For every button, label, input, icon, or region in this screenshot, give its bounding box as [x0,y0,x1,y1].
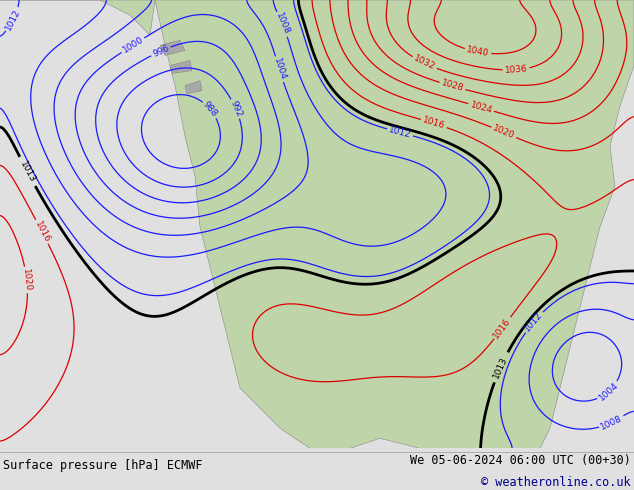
Text: 1016: 1016 [422,116,446,131]
Polygon shape [170,60,192,74]
Text: 1020: 1020 [491,124,516,141]
Polygon shape [0,0,155,35]
Text: 1028: 1028 [440,79,465,94]
Text: Surface pressure [hPa] ECMWF: Surface pressure [hPa] ECMWF [3,459,203,472]
Text: 1004: 1004 [271,57,287,81]
Text: 1004: 1004 [597,381,620,402]
Text: We 05-06-2024 06:00 UTC (00+30): We 05-06-2024 06:00 UTC (00+30) [410,454,631,466]
Text: 1040: 1040 [466,45,490,58]
Text: 1013: 1013 [492,355,510,379]
Polygon shape [160,40,185,55]
Text: 1012: 1012 [523,310,545,334]
Text: 1013: 1013 [18,159,37,184]
Text: 992: 992 [228,99,243,119]
Text: 1000: 1000 [121,35,145,55]
Text: © weatheronline.co.uk: © weatheronline.co.uk [481,476,631,489]
Text: 1012: 1012 [388,125,412,140]
Polygon shape [185,80,202,94]
Text: 1016: 1016 [33,220,51,244]
Text: 1008: 1008 [599,414,624,431]
Text: 988: 988 [202,100,219,119]
Text: 1016: 1016 [492,316,513,340]
Text: 1012: 1012 [4,7,22,32]
Text: 1008: 1008 [274,12,291,36]
Polygon shape [155,0,634,448]
Text: 1020: 1020 [21,268,32,292]
Text: 1032: 1032 [412,54,437,72]
Text: 1036: 1036 [504,64,528,75]
Text: 996: 996 [151,44,171,59]
Text: 1024: 1024 [469,100,493,115]
